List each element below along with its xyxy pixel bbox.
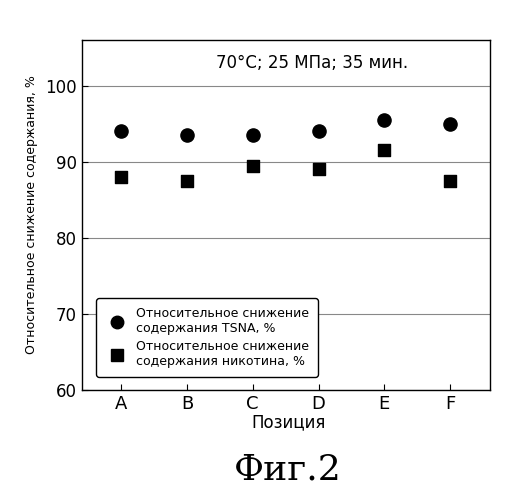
Text: Фиг.2: Фиг.2 (234, 453, 342, 487)
Point (445, 120, 454, 128)
Point (314, 166, 322, 173)
Point (445, 177, 454, 185)
Text: Позиция: Позиция (250, 414, 325, 432)
Point (182, 131, 190, 139)
Point (182, 177, 190, 185)
Point (380, 116, 388, 124)
Point (248, 131, 256, 139)
Point (248, 162, 256, 170)
Point (117, 173, 125, 181)
Point (314, 128, 322, 136)
Point (380, 146, 388, 154)
Legend: Относительное снижение
содержания TSNA, %, Относительное снижение
содержания ник: Относительное снижение содержания TSNA, … (96, 298, 317, 377)
Point (117, 128, 125, 136)
Y-axis label: Относительное снижение содержания, %: Относительное снижение содержания, % (25, 76, 38, 354)
Text: 70°C; 25 МПа; 35 мин.: 70°C; 25 МПа; 35 мин. (216, 54, 408, 72)
